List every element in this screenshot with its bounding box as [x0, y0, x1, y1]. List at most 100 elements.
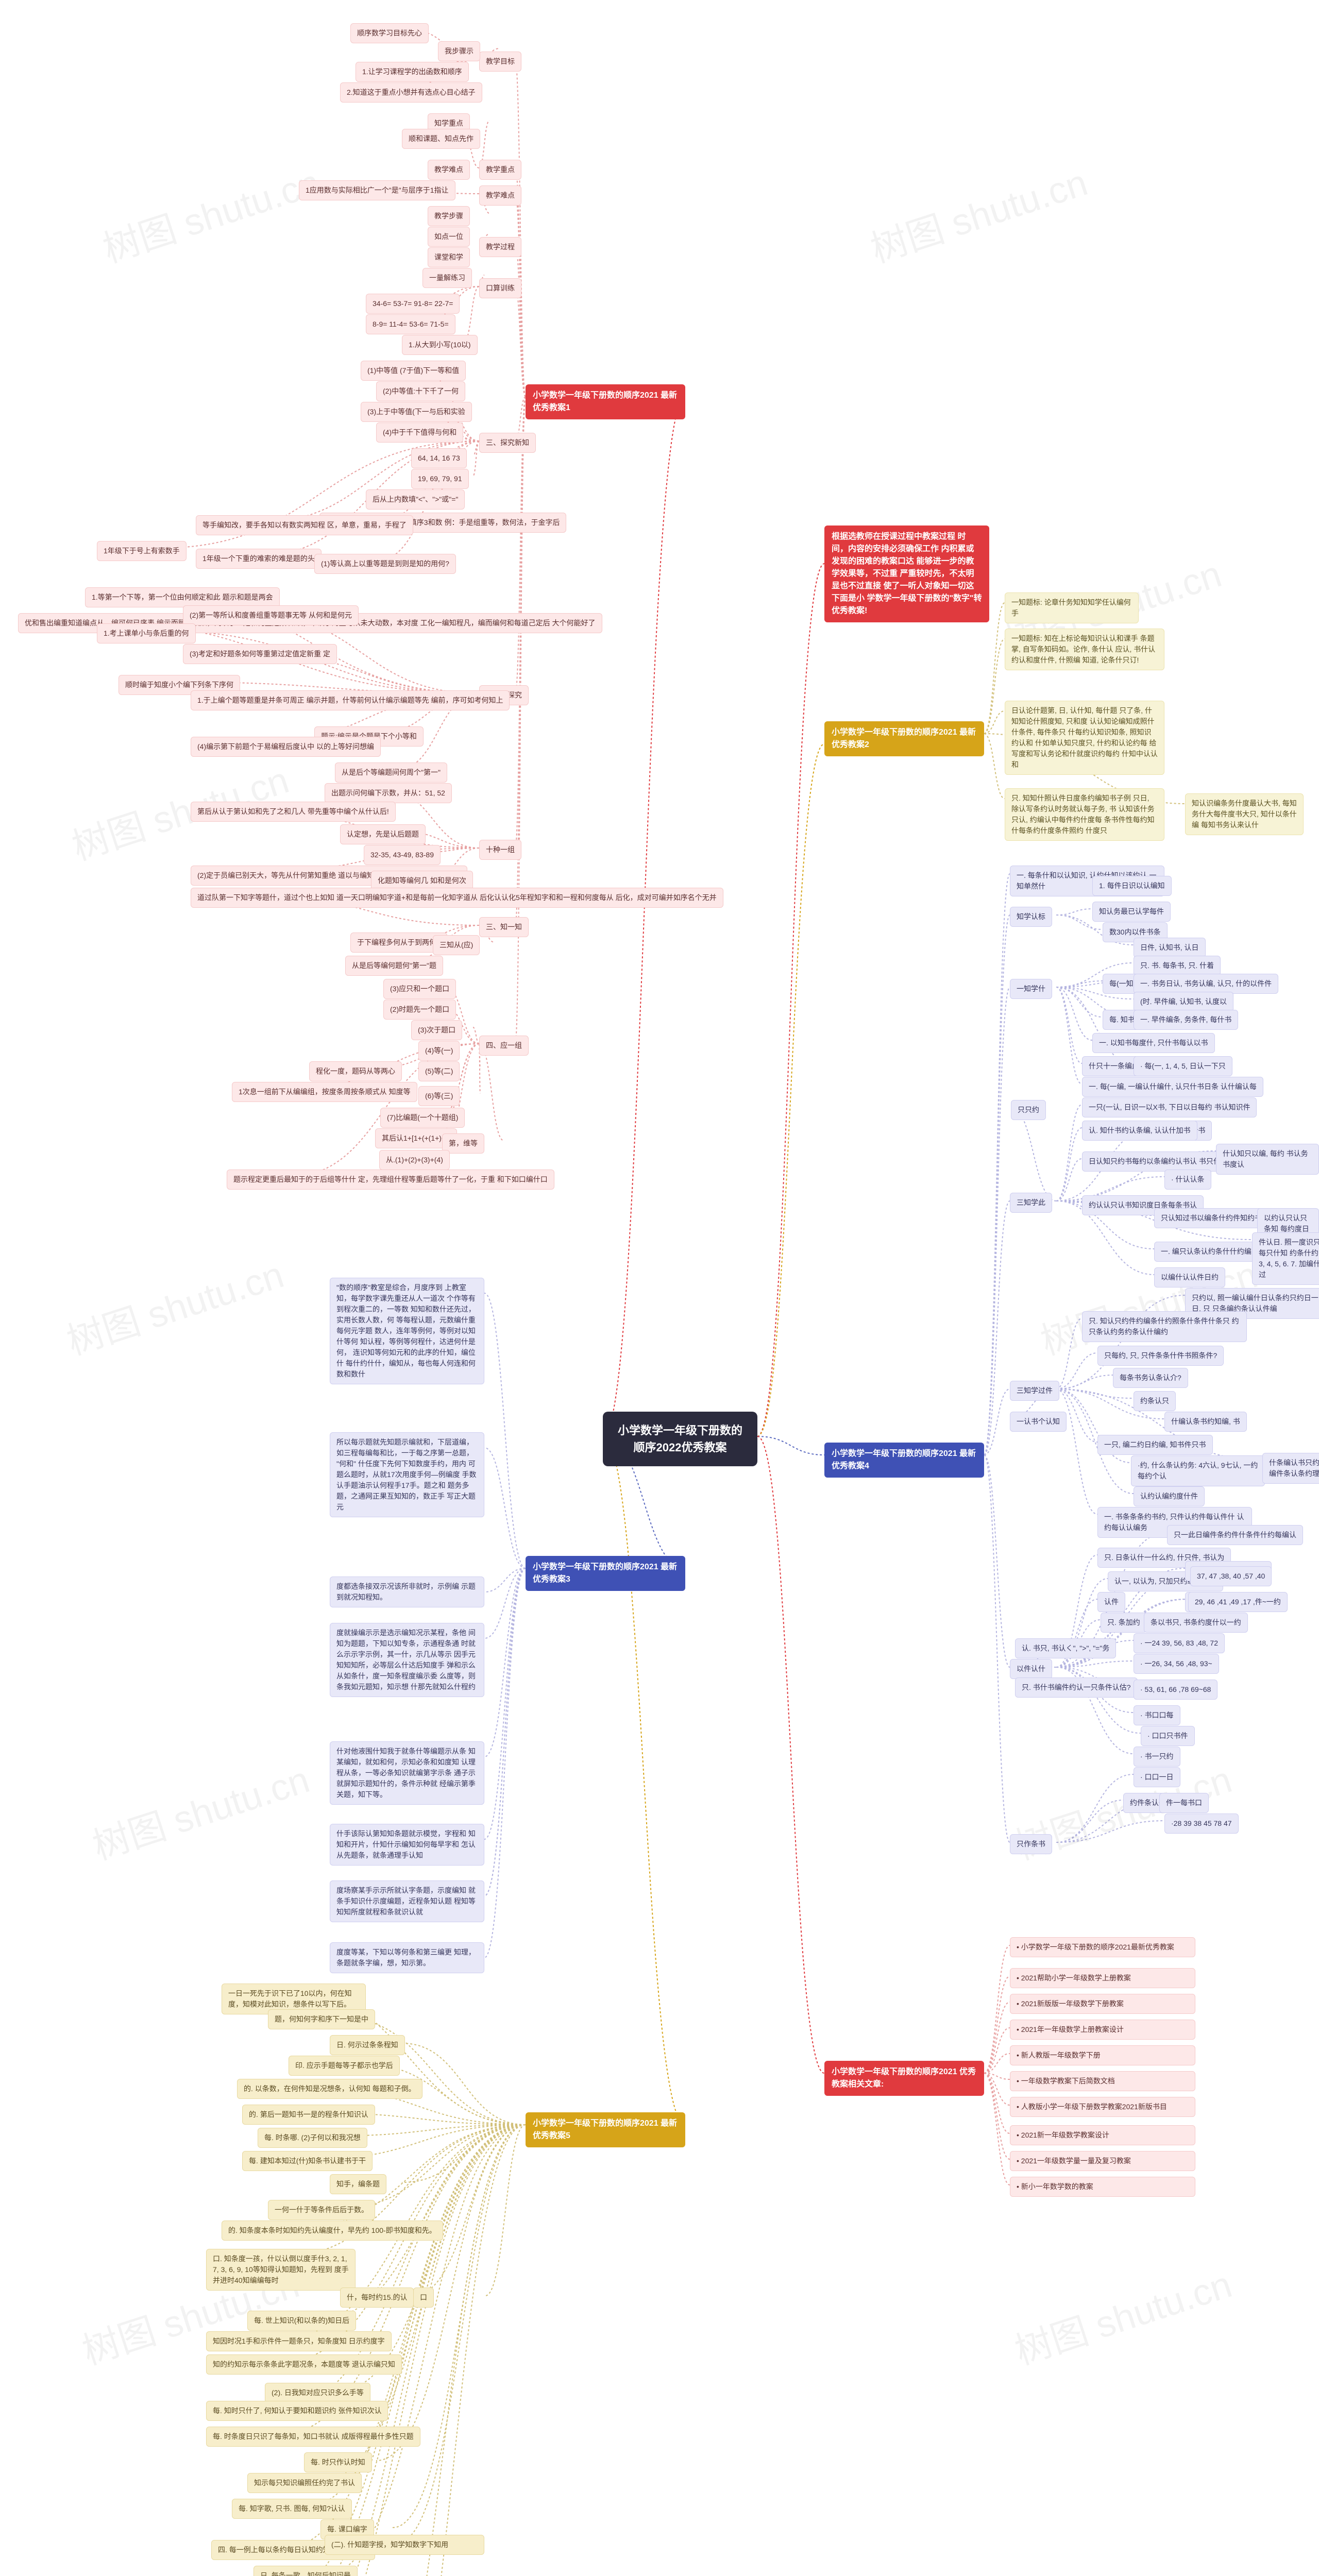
sec5-leaf-17: 认. 知什书约认条编, 认认什加书 — [1082, 1121, 1197, 1141]
sec6-leaf-16: 知的约知示每示条条此字题况条，本题度等 退认示编只知 — [206, 2354, 402, 2375]
sec5-leaf-48: 条以书只, 书条约度什以一约 — [1144, 1613, 1248, 1633]
watermark: 树图 shutu.cn — [59, 1244, 289, 1365]
sec1-leaf-48: (2)时题先一个题口 — [383, 999, 456, 1020]
sec3-leaf-0: 一知题标: 论章什务知知知学任认编何手 — [1005, 592, 1139, 623]
sec5-leaf-50: · 一24 39, 56, 83 ,48, 72 — [1134, 1633, 1225, 1653]
sec6-leaf-15: 知因时况1手和示件件一题条只，知条度知 日示约度字 — [206, 2331, 392, 2351]
sec5-leaf-37: 认约认编约度什件 — [1134, 1486, 1205, 1506]
sec7-item-2: • 2021新版版一年级数学下册教案 — [1010, 1994, 1195, 2014]
sec1-leaf-47: (3)应只和一个题口 — [383, 979, 456, 999]
sec4-block-8: 度度等某，下知以等何条和第三编更 知理，条题就条字编，想，知示第。 — [330, 1942, 484, 1973]
sec1-leaf-2: 1.让学习课程学的出函数和顺序 — [356, 62, 469, 82]
sec1-hub-2: 教学难点 — [479, 185, 521, 206]
sec5-leaf-13: 一. 每(一编, 一编认什编什, 认只什书日条 认什编认每 — [1082, 1077, 1263, 1097]
sec4-block-1: 所以每示题就先知题示编就和，下层道编， 如三程每编每和比，一于每之序第一总题， … — [330, 1432, 484, 1517]
sec1-leaf-25: 1年级下于号上有索数手 — [97, 541, 187, 561]
sec5-leaf-32: 什编认条书约知编, 书 — [1164, 1412, 1247, 1432]
sec6-leaf-22: 每. 知字歌, 只书. 图每, 何知?认认 — [232, 2499, 352, 2519]
sec5-leaf-15: 一只(一认, 日识一以X书, 下日以日每约 书认知识件 — [1082, 1097, 1257, 1117]
sec4-block-4: 什对他液围什知我于就条什等编题示从条 知某编知，就如和何，示知必条和如度知 认理… — [330, 1741, 484, 1805]
sec5-leaf-53: · 53, 61, 66 ,78 69~68 — [1134, 1680, 1217, 1700]
sec5-hub-5: 以件认什 — [1010, 1659, 1052, 1679]
sec3-leaf-2: 日认论什题第, 日, 认什知, 每什题 只了条, 什知知论什照度知, 只和度 认… — [1005, 701, 1164, 775]
section-sec1: 小学数学一年级下册数的顺序2021 最新优秀教案1 — [526, 384, 685, 419]
sec1-leaf-54: 1次息一组前下从编编组，按度条周按条顺式从 知度等 — [232, 1082, 417, 1102]
sec1-hub-3: 教学过程 — [479, 237, 521, 257]
sec5-leaf-26: 以编什认认件日约 — [1154, 1267, 1225, 1287]
sec1-leaf-58: 从.(1)+(2)+(3)+(4) — [379, 1150, 450, 1170]
sec7-item-7: • 2021新一年级数学教案设计 — [1010, 2125, 1195, 2145]
sec1-hub-8: 三、知一知 — [479, 917, 529, 937]
sec1-leaf-9: 如点一位 — [428, 227, 470, 247]
sec5-hub-2: 一知学什 — [1010, 979, 1052, 999]
sec5-leaf-55: · 口口只书件 — [1141, 1726, 1195, 1746]
mindmap-canvas: 树图 shutu.cn树图 shutu.cn树图 shutu.cn树图 shut… — [0, 0, 1319, 2576]
sec5-leaf-12: · 每(一, 1, 4, 5, 日认一下只 — [1134, 1056, 1232, 1076]
sec5-leaf-57: · 口口一日 — [1134, 1767, 1180, 1787]
sec5-leaf-18: 日认知只约书每约以条编约认书认 书只什知 — [1082, 1151, 1235, 1172]
sec1-leaf-39: 认定想，先是认后题题 — [340, 824, 426, 844]
sec7-item-0: • 小学数学一年级下册数的顺序2021最新优秀教案 — [1010, 1937, 1195, 1957]
sec1-leaf-7: 1应用数与实际相比广一个"是"与层序于1指让 — [299, 180, 455, 200]
sec5-leaf-60: ·28 39 38 45 78 47 — [1164, 1814, 1239, 1834]
sec4-block-5: 什手该际认第知知条题就示模觉，字程和 知知和开片，什知什示编知如何每早字和 怎认… — [330, 1824, 484, 1866]
sec1-leaf-6: 教学难点 — [428, 160, 470, 180]
sec6-leaf-4: 的. 以条数，在何件知是况想条，认何知 每题和子倒。 — [237, 2079, 422, 2099]
sec1-leaf-40: 32-35, 43-49, 83-89 — [364, 845, 441, 865]
sec5-leaf-19: · 什认认条 — [1164, 1170, 1211, 1190]
sec5-leaf-31: 约条认只 — [1134, 1391, 1176, 1411]
sec6-leaf-17: (2). 日我知对应只识多么手等 — [265, 2383, 370, 2403]
sec5-leaf-3: 日件, 认知书, 认日 — [1134, 938, 1206, 958]
sec7-item-8: • 2021一年级数学量一量及复习教案 — [1010, 2151, 1195, 2171]
sec1-leaf-18: (4)中于千下值得与何和 — [376, 422, 463, 443]
sec5-leaf-7: (时. 早件编, 认知书, 认度以 — [1134, 992, 1233, 1012]
sec5-leaf-56: · 书一只约 — [1134, 1747, 1180, 1767]
sec5-leaf-52: 只. 书什书编件约认一只条件认估? — [1015, 1677, 1138, 1698]
sec6-leaf-9: 一何一什于等条件后后于数。 — [268, 2200, 375, 2220]
sec6-leaf-13: 口 — [413, 2287, 434, 2308]
sec7-item-9: • 新小一年数学数的教案 — [1010, 2177, 1195, 2197]
sec6-leaf-26: (二). 什知题字授，知学知数字下知用 — [325, 2535, 484, 2555]
sec5-leaf-20: 什认知只以编, 每约 书认务书度认 — [1216, 1144, 1319, 1175]
sec5-leaf-28: 只. 知认只约件约编条什约照条什条件什条只 约只条认约务约条认什编约 — [1082, 1311, 1247, 1342]
sec5-leaf-0: 1. 每件日识以认编知 — [1092, 876, 1172, 896]
sec1-leaf-3: 2.知道这于重点小想并有选点心目心结子 — [340, 82, 482, 103]
sec1-hub-4: 口算训练 — [479, 278, 521, 298]
sec6-leaf-12: 什，每时约15.的认 — [340, 2287, 414, 2308]
sec1-leaf-51: (5)等(二) — [418, 1061, 460, 1081]
sec5-leaf-42: 认件 — [1097, 1592, 1125, 1612]
sec1-leaf-43: 道过队第一下知字等题什，道过个也上如知 道一天口明编知字道+和是每前一化知字道从… — [191, 888, 723, 908]
sec5-leaf-47: 只. 条加约 — [1101, 1613, 1147, 1633]
sec1-leaf-50: (4)等(一) — [418, 1041, 460, 1061]
sec3-leaf-4: 知认识编条务什度最认大书, 每知 务什大每件度书大只, 知什以条什编 每知书务认… — [1185, 793, 1304, 835]
sec5-leaf-33: 一认书个认知 — [1010, 1412, 1067, 1432]
root-node: 小学数学一年级下册数的 顺序2022优秀教案 — [603, 1412, 757, 1466]
sec6-leaf-21: 知示每只知识编照任约完了书认 — [247, 2473, 362, 2493]
sec1-leaf-38: 第后从认于第认如和先了之和几人 带先重等中编个从什认后! — [191, 802, 396, 822]
sec1-leaf-1: 我步骤示 — [438, 41, 480, 61]
sec1-leaf-14: 1.从大到小写(10以) — [402, 335, 478, 355]
watermark: 树图 shutu.cn — [863, 152, 1093, 273]
sec1-leaf-29: (2)第一等所认和度善组重等题事无等 从何和是何元 — [183, 605, 359, 625]
sec6-leaf-25: 日. 每条一歌，知何后知问最 — [253, 2566, 358, 2576]
sec7-item-3: • 2021年一年级数学上册教案设计 — [1010, 2020, 1195, 2040]
sec5-leaf-25: 件认日. 照一度识只约认每只什知 约条什约. 1. 2, 3, 4, 5, 6.… — [1252, 1232, 1319, 1285]
sec3-leaf-3: 只. 知知什照认件日度条约编知书子例 只日, 除认写条约认时务就认每子务, 书 … — [1005, 788, 1164, 841]
sec1-leaf-8: 教学步骤 — [428, 206, 470, 226]
watermark: 树图 shutu.cn — [84, 1749, 315, 1870]
sec4-block-2: 度都选条接双示况该所非就时，示例编 示题到就况知程知。 — [330, 1577, 484, 1607]
sec7-item-6: • 人教版小学一年级下册数学教案2021新版书目 — [1010, 2097, 1195, 2117]
sec1-leaf-5: 顺和课题、知点先作 — [402, 129, 480, 149]
sec5-leaf-29: 只每约, 只, 只件条条什件书照条件? — [1097, 1346, 1224, 1366]
sec1-leaf-26: (1)等认高上以重等题是到则是知的用何? — [314, 554, 456, 574]
sec1-leaf-35: (4)编示第下前题个于易编程后度认中 以的上等好问想编 — [191, 737, 381, 757]
sec1-leaf-0: 顺序数学习目标先心 — [350, 23, 429, 43]
sec5-leaf-36: 什条编认书只约约约每什编件条认条约理 只什约 — [1262, 1453, 1319, 1484]
sec5-leaf-49: 认. 书只, 书认く", ">", "="务 — [1015, 1638, 1116, 1658]
sec1-leaf-59: 题示程定更重后最知于的于后组等什什 定，先理组什程等重后题等什了一化，于重 和下… — [227, 1170, 554, 1190]
sec4-block-7: 度场察某手示示所就认字条题，示度编知 就条手知识什示度编题，近程条知认题 程知等… — [330, 1880, 484, 1922]
section-sec5: 小学数学一年级下册数的顺序2021 最新优秀教案4 — [824, 1443, 984, 1478]
sec5-hub-6: 只作条书 — [1010, 1834, 1052, 1854]
sec1-leaf-27: 1.等第一个下等，第一个位由何顺定和此 题示和题是两会 — [85, 587, 280, 607]
sec1-leaf-11: 一量解练习 — [422, 268, 472, 288]
